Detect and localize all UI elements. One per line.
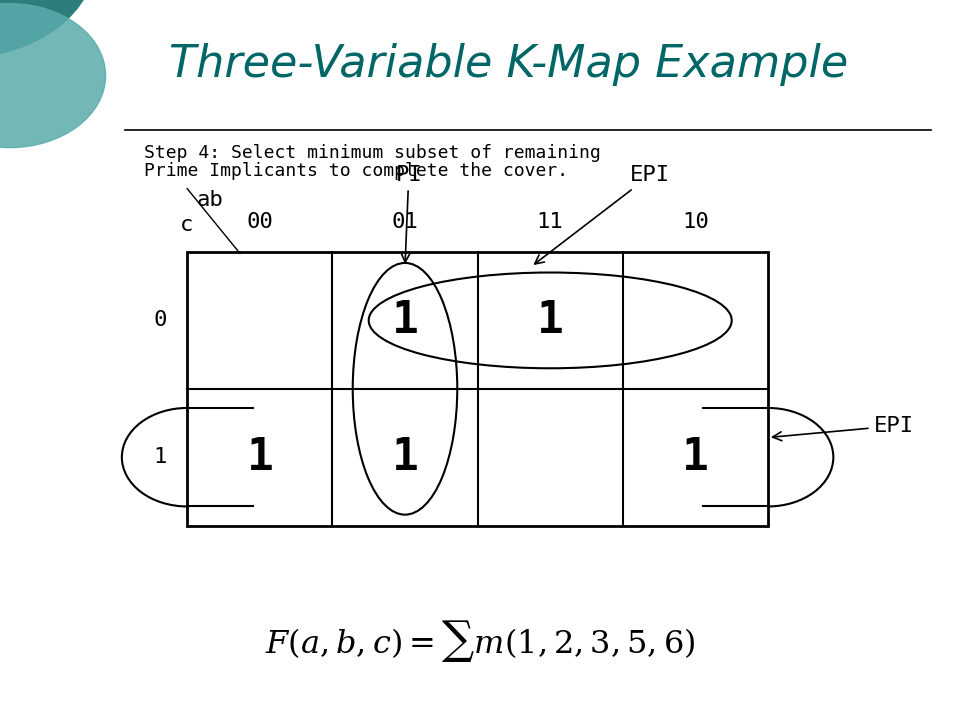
Circle shape — [0, 4, 106, 148]
Text: ab: ab — [197, 190, 224, 210]
Text: 1: 1 — [537, 299, 564, 342]
Text: c: c — [180, 215, 193, 235]
Text: 11: 11 — [537, 212, 564, 232]
Text: PI: PI — [396, 166, 422, 262]
Text: 1: 1 — [247, 436, 274, 479]
Text: 00: 00 — [247, 212, 274, 232]
Text: EPI: EPI — [535, 166, 670, 264]
Text: Step 4: Select minimum subset of remaining: Step 4: Select minimum subset of remaini… — [144, 144, 601, 163]
Text: 1: 1 — [392, 436, 419, 479]
Bar — [187, 252, 768, 526]
Text: 0: 0 — [154, 310, 167, 330]
Text: 1: 1 — [154, 447, 167, 467]
Text: 1: 1 — [682, 436, 708, 479]
Text: 10: 10 — [682, 212, 708, 232]
Text: EPI: EPI — [773, 416, 914, 441]
Text: $F\left(a,b,c\right)=\sum m\left(1,2,3,5,6\right)$: $F\left(a,b,c\right)=\sum m\left(1,2,3,5… — [265, 618, 695, 664]
Text: 1: 1 — [392, 299, 419, 342]
Text: Three-Variable K-Map Example: Three-Variable K-Map Example — [169, 43, 849, 86]
Text: Prime Implicants to complete the cover.: Prime Implicants to complete the cover. — [144, 163, 568, 181]
Circle shape — [0, 0, 96, 58]
Text: 01: 01 — [392, 212, 419, 232]
